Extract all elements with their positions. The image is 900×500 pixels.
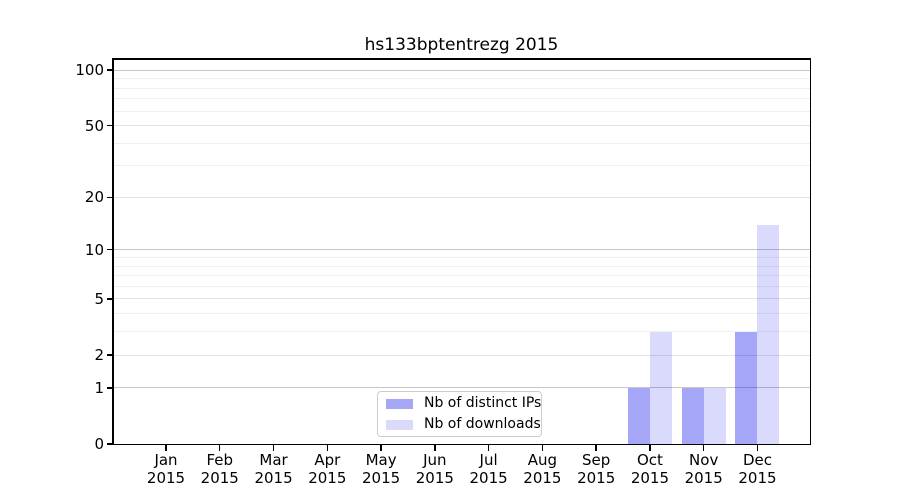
- x-tick-label: Nov 2015: [684, 451, 723, 487]
- legend-item-downloads: Nb of downloads: [378, 416, 541, 433]
- gridline-mid: [113, 196, 810, 198]
- legend-label-downloads: Nb of downloads: [424, 416, 541, 432]
- x-tick-label: May 2015: [361, 451, 401, 487]
- x-tick-label: Apr 2015: [308, 451, 347, 487]
- gridline-decade: [113, 249, 810, 251]
- y-tick-label: 100: [75, 61, 104, 80]
- y-tick-label: 50: [84, 116, 104, 135]
- x-tick: [649, 445, 651, 451]
- plot-area: [113, 59, 810, 444]
- bar-nb-of-downloads-dec-2015: [757, 224, 780, 444]
- x-tick: [434, 445, 436, 451]
- gridline-minor: [113, 265, 810, 267]
- x-tick-label: Jun 2015: [415, 451, 454, 487]
- x-tick-label: Dec 2015: [738, 451, 777, 487]
- x-tick: [326, 445, 328, 451]
- legend-label-distinct-ips: Nb of distinct IPs: [424, 395, 542, 411]
- x-tick-label: Aug 2015: [523, 451, 562, 487]
- x-tick-label: Oct 2015: [630, 451, 670, 487]
- y-tick: [107, 69, 113, 71]
- gridline-minor: [113, 87, 810, 89]
- x-tick-label: Jul 2015: [469, 451, 508, 487]
- x-tick: [541, 445, 544, 451]
- right-spine: [809, 58, 811, 445]
- x-tick-label: Mar 2015: [254, 451, 293, 487]
- x-tick-label: Feb 2015: [200, 451, 239, 487]
- gridline-minor: [113, 142, 810, 144]
- bar-nb-of-downloads-nov-2015: [703, 387, 726, 444]
- bar-nb-of-downloads-oct-2015: [649, 331, 672, 444]
- x-tick: [219, 445, 221, 451]
- gridline-minor: [113, 331, 810, 333]
- y-tick: [107, 387, 113, 389]
- gridline-minor: [113, 165, 810, 167]
- gridline-mid: [113, 125, 810, 127]
- y-tick: [107, 124, 113, 127]
- bar-nb-of-distinct-ips-dec-2015: [735, 331, 758, 444]
- legend-item-distinct-ips: Nb of distinct IPs: [378, 395, 541, 412]
- top-spine: [112, 58, 811, 60]
- gridline-minor: [113, 285, 810, 287]
- gridline-minor: [113, 110, 810, 112]
- y-tick: [107, 443, 113, 445]
- y-tick-label: 5: [94, 289, 104, 308]
- gridline-minor: [113, 313, 810, 315]
- gridline-minor: [113, 78, 810, 80]
- y-tick-label: 2: [94, 346, 104, 364]
- bar-nb-of-distinct-ips-oct-2015: [627, 387, 650, 444]
- x-tick: [487, 445, 490, 451]
- gridline-minor: [113, 256, 810, 258]
- x-tick: [272, 445, 275, 451]
- gridline-minor: [113, 98, 810, 100]
- x-tick: [380, 445, 382, 451]
- y-tick-label: 20: [84, 188, 104, 207]
- x-tick: [756, 445, 759, 451]
- chart-title: hs133bptentrezg 2015: [364, 35, 559, 55]
- x-tick-label: Jan 2015: [146, 451, 186, 487]
- x-tick: [703, 445, 705, 451]
- left-spine: [112, 58, 114, 445]
- y-tick: [107, 196, 113, 199]
- y-tick-label: 10: [84, 240, 104, 259]
- x-tick: [165, 445, 167, 451]
- y-tick-label: 0: [94, 435, 104, 453]
- legend-swatch-downloads: [386, 419, 413, 430]
- y-tick: [107, 298, 113, 300]
- gridline-decade: [113, 387, 810, 389]
- y-tick: [107, 249, 113, 251]
- y-tick-label: 1: [94, 378, 104, 397]
- gridline-decade: [113, 69, 810, 71]
- bottom-spine: [112, 443, 811, 445]
- y-tick: [107, 354, 113, 356]
- x-tick: [595, 445, 597, 451]
- bar-nb-of-distinct-ips-nov-2015: [681, 387, 704, 444]
- x-tick-label: Sep 2015: [577, 451, 616, 487]
- gridline-minor: [113, 275, 810, 277]
- legend-swatch-distinct-ips: [386, 398, 413, 409]
- legend: Nb of distinct IPs Nb of downloads: [377, 391, 542, 437]
- gridline-mid: [113, 354, 810, 356]
- gridline-mid: [113, 298, 810, 300]
